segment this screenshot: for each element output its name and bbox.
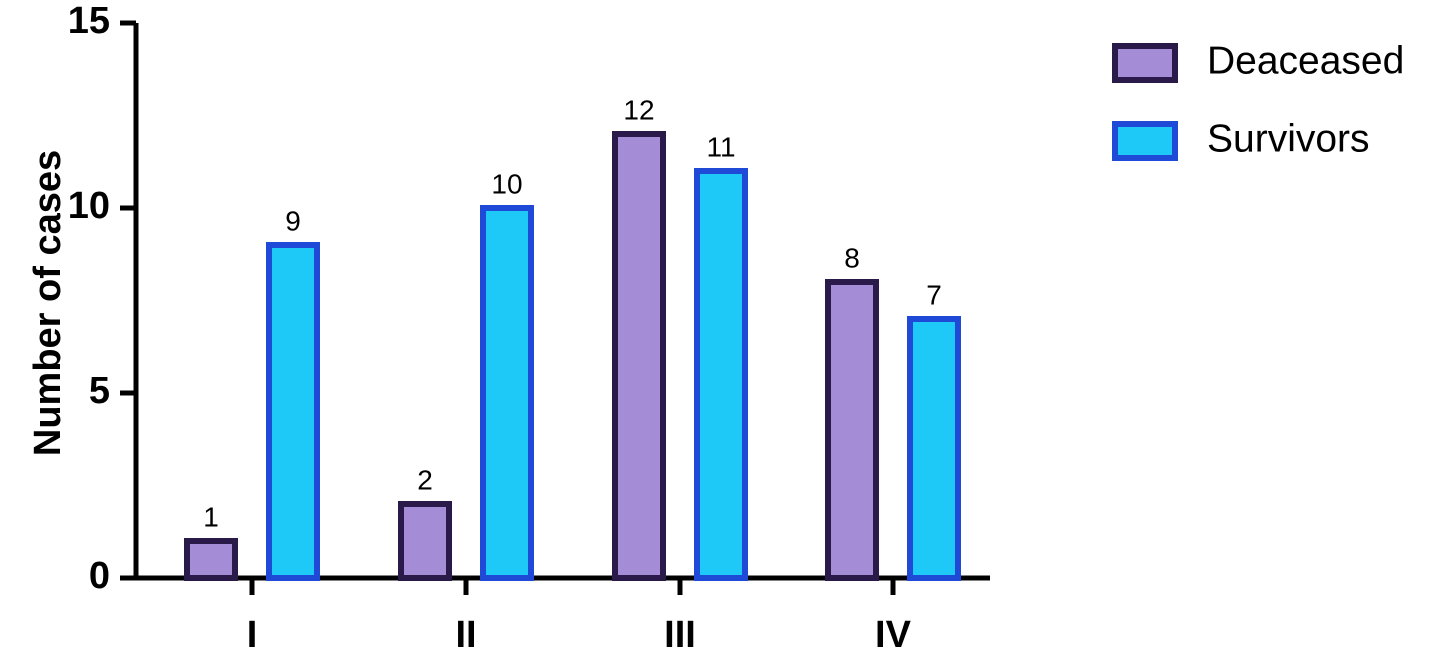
data-label: 11	[706, 131, 735, 162]
bar-survivors-iii	[694, 168, 748, 581]
bar-survivors-iv	[907, 316, 961, 581]
bar-deaceased-i	[184, 538, 238, 581]
data-label: 7	[926, 279, 942, 310]
data-label: 2	[417, 464, 433, 495]
data-label: 12	[623, 94, 654, 125]
data-label: 10	[491, 168, 522, 199]
legend-label-survivors: Survivors	[1207, 117, 1370, 160]
x-tick-label: I	[247, 614, 258, 656]
data-label: 8	[844, 242, 860, 273]
x-tick-label: III	[664, 614, 696, 656]
y-axis-label: Number of cases	[27, 150, 69, 456]
y-axis-label-group: Number of cases	[27, 150, 69, 456]
y-tick-label: 15	[68, 0, 110, 42]
legend-swatch-deaceased	[1112, 43, 1178, 83]
bar-deaceased-iii	[612, 131, 666, 581]
y-tick-label: 5	[89, 370, 110, 412]
data-label: 9	[285, 205, 301, 236]
x-tick-label: IV	[875, 614, 912, 656]
legend-swatch-survivors	[1112, 121, 1178, 161]
legend: Deaceased Survivors	[1112, 39, 1404, 161]
legend-label-deaceased: Deaceased	[1207, 39, 1404, 82]
bar-survivors-i	[266, 242, 320, 581]
data-label: 1	[203, 501, 219, 532]
y-tick-label: 10	[68, 185, 110, 227]
bars	[184, 131, 961, 581]
y-tick-label: 0	[89, 555, 110, 597]
bar-deaceased-ii	[398, 501, 452, 581]
bar-survivors-ii	[480, 205, 534, 581]
x-tick-label: II	[455, 614, 476, 656]
bar-deaceased-iv	[825, 279, 879, 581]
